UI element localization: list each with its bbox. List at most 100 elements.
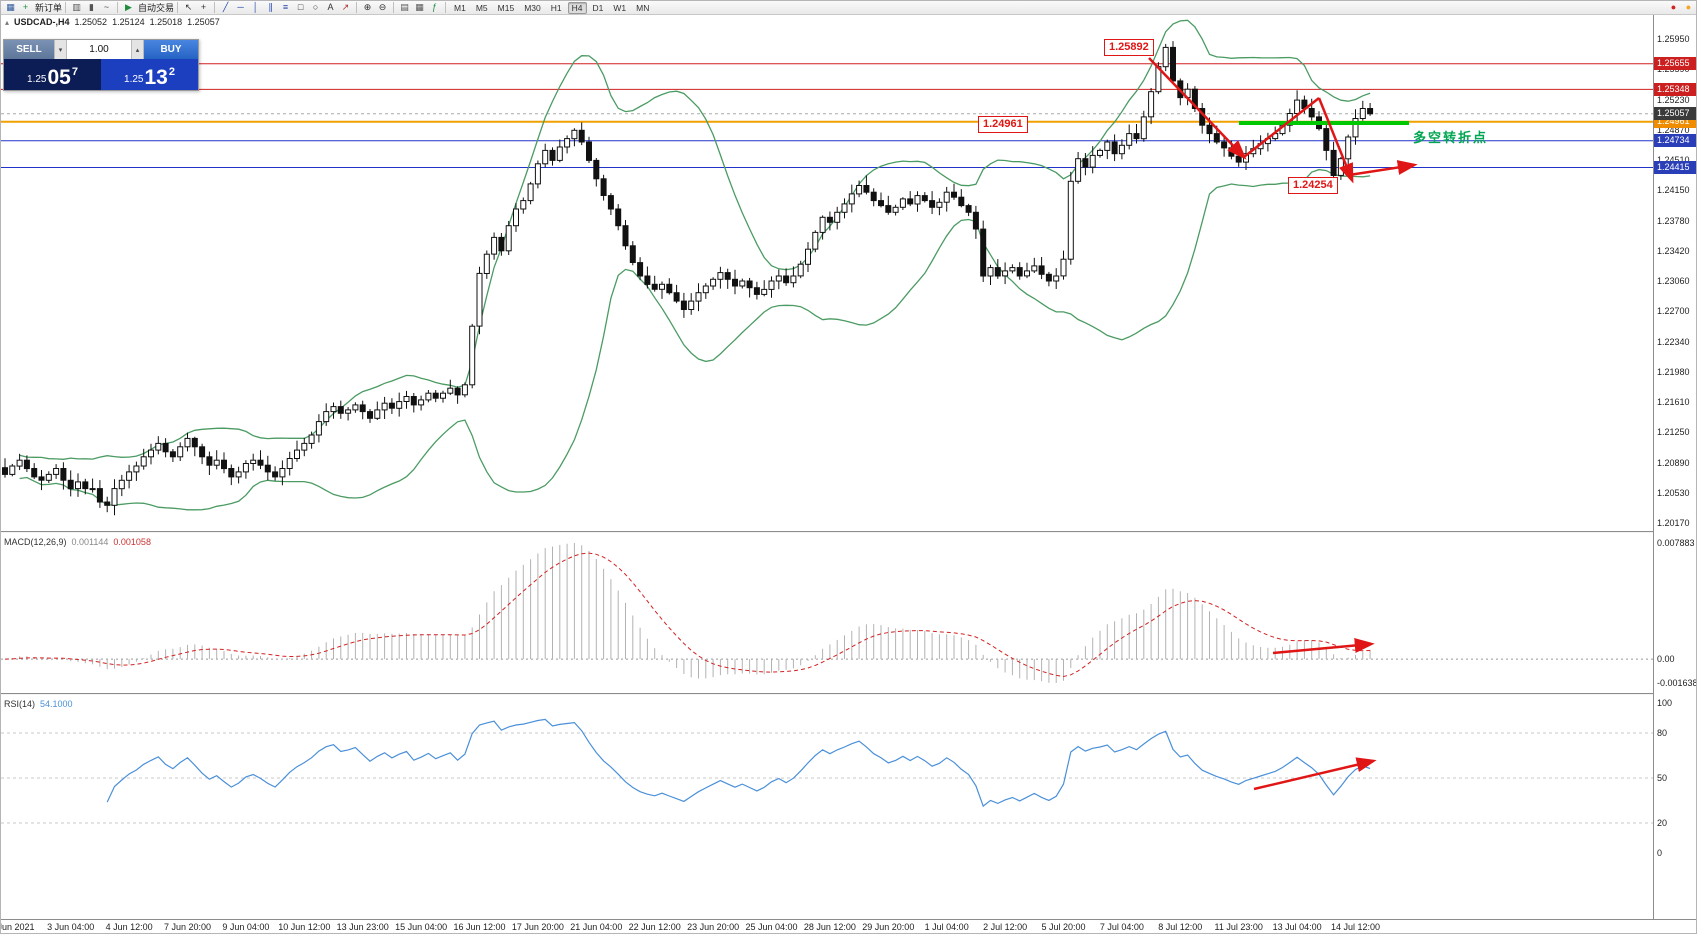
chart-candles-icon: ▮ xyxy=(89,2,94,12)
panel-separator-rsi[interactable] xyxy=(1,693,1696,695)
price-axis-label: 1.23060 xyxy=(1657,276,1690,286)
app-button[interactable]: ▦ xyxy=(3,2,18,14)
zoom-in-button[interactable]: ⊕ xyxy=(360,2,375,14)
timeframe-button-M15[interactable]: M15 xyxy=(497,2,515,13)
fibonacci-button[interactable]: ≡ xyxy=(278,2,293,14)
ohlc-open: 1.25052 xyxy=(74,17,108,27)
crosshair-button[interactable]: + xyxy=(196,2,211,14)
timeframe-button-MN[interactable]: MN xyxy=(636,2,650,13)
bid-price-pips: 05 xyxy=(47,66,71,89)
panel-separator-macd[interactable] xyxy=(1,531,1696,533)
new-chart-icon: ▤ xyxy=(400,2,409,12)
buy-button[interactable]: BUY xyxy=(144,40,198,59)
time-axis-label: 10 Jun 12:00 xyxy=(278,922,331,932)
time-axis-label: 7 Jul 04:00 xyxy=(1099,922,1144,932)
text-tool-button[interactable]: A xyxy=(323,2,338,14)
time-axis-label: 13 Jul 04:00 xyxy=(1272,922,1322,932)
timeframe-button-H1[interactable]: H1 xyxy=(550,2,562,13)
volume-input[interactable] xyxy=(67,40,131,59)
toolbar-separator xyxy=(117,2,119,13)
horizontal-line-icon: ─ xyxy=(237,2,244,12)
new-order-icon: + xyxy=(22,2,29,12)
bid-price-prefix: 1.25 xyxy=(27,74,47,85)
vertical-line-button[interactable]: │ xyxy=(248,2,263,14)
one-click-collapse-icon[interactable]: ▴ xyxy=(5,17,10,27)
macd-main-value: 0.001144 xyxy=(71,537,109,547)
price-axis-label: 1.22340 xyxy=(1657,336,1690,347)
volume-decrement-button[interactable]: ▾ xyxy=(54,40,67,59)
notifications-icon[interactable]: ● xyxy=(1685,2,1692,12)
time-axis-label: 2 Jun 2021 xyxy=(1,922,35,932)
tile-windows-button[interactable]: ▦ xyxy=(412,2,427,14)
timeframe-button-M1[interactable]: M1 xyxy=(454,2,466,13)
record-icon[interactable]: ● xyxy=(1670,2,1677,12)
price-axis[interactable]: 1.259501.255901.252301.248701.245101.241… xyxy=(1653,15,1696,919)
chart-bars-button[interactable]: ▥ xyxy=(69,2,84,14)
toolbar-separator xyxy=(177,2,179,13)
trendline-button[interactable]: ╱ xyxy=(218,2,233,14)
time-axis-label: 8 Jul 12:00 xyxy=(1158,922,1203,932)
autotrading-icon: ▶ xyxy=(125,2,132,12)
crosshair-icon: + xyxy=(200,2,207,12)
timeframe-button-H4[interactable]: H4 xyxy=(567,1,587,14)
timeframe-button-D1[interactable]: D1 xyxy=(592,2,604,13)
ask-price-button[interactable]: 1.25 13 2 xyxy=(101,59,198,90)
vertical-line-icon: │ xyxy=(252,2,259,12)
ohlc-close: 1.25057 xyxy=(187,17,220,27)
price-axis-label: 1.21610 xyxy=(1657,397,1690,407)
price-annotation-low[interactable]: 1.24254 xyxy=(1288,177,1338,194)
time-axis-label: 16 Jun 12:00 xyxy=(453,922,506,932)
arrow-tool-button[interactable]: ↗ xyxy=(338,2,353,14)
price-axis-label: 50 xyxy=(1657,773,1668,783)
shapes-button[interactable]: □ xyxy=(293,2,308,14)
horizontal-line-button[interactable]: ─ xyxy=(233,2,248,14)
price-badge: 1.25348 xyxy=(1654,82,1696,96)
time-axis-label: 21 Jun 04:00 xyxy=(570,922,623,932)
price-annotation-support[interactable]: 1.24961 xyxy=(978,116,1028,133)
macd-panel[interactable] xyxy=(1,533,1653,693)
rsi-panel[interactable] xyxy=(1,695,1653,919)
ohlc-low: 1.25018 xyxy=(149,17,183,27)
bid-price-button[interactable]: 1.25 05 7 xyxy=(4,59,101,90)
zoom-out-button[interactable]: ⊖ xyxy=(375,2,390,14)
toolbar-separator xyxy=(356,2,358,13)
toolbar: ▦ + 新订单 ▥ ▮ ~ ▶ 自动交易 ↖ + ╱ ─ │ ∥ ≡ □ ○ A ↗ ⊕ ⊖ ▤ ▦ ƒ M1 M5 M15 M30… xyxy=(1,1,1696,15)
new-order-label: 新订单 xyxy=(35,3,63,13)
price-annotation-peak[interactable]: 1.25892 xyxy=(1104,39,1154,56)
price-axis-label: 80 xyxy=(1657,728,1668,738)
autotrading-button[interactable]: ▶ 自动交易 xyxy=(121,1,174,14)
new-chart-button[interactable]: ▤ xyxy=(397,2,412,14)
timeframe-button-M30[interactable]: M30 xyxy=(524,2,541,13)
channel-button[interactable]: ∥ xyxy=(263,2,278,14)
cursor-button[interactable]: ↖ xyxy=(181,2,196,14)
turning-point-text[interactable]: 多空转折点 xyxy=(1413,130,1489,145)
price-axis-label: 1.25950 xyxy=(1657,34,1690,44)
arrow-tool-icon: ↗ xyxy=(341,2,350,12)
price-axis-label: 1.21980 xyxy=(1657,366,1690,377)
chart-candles-button[interactable]: ▮ xyxy=(84,2,99,14)
timeframe-toolbar: M1 M5 M15 M30 H1 H4 D1 W1 MN xyxy=(449,1,654,14)
new-order-button[interactable]: + 新订单 xyxy=(18,1,62,14)
main-chart[interactable] xyxy=(1,15,1653,531)
sell-button[interactable]: SELL xyxy=(4,40,54,59)
time-axis-label: 29 Jun 20:00 xyxy=(862,922,915,932)
macd-indicator-label: MACD(12,26,9) 0.001144 0.001058 xyxy=(4,537,151,547)
volume-increment-button[interactable]: ▴ xyxy=(131,40,144,59)
chart-line-button[interactable]: ~ xyxy=(99,2,114,14)
ellipse-button[interactable]: ○ xyxy=(308,2,323,14)
time-axis-label: 2 Jul 12:00 xyxy=(983,922,1028,932)
price-axis-label: 100 xyxy=(1657,698,1673,708)
chart-ohlc-header: ▴ USDCAD-,H4 1.25052 1.25124 1.25018 1.2… xyxy=(5,17,220,27)
time-axis[interactable]: 2 Jun 2021 3 Jun 04:00 4 Jun 12:00 7 Jun 20… xyxy=(1,919,1696,933)
ohlc-high: 1.25124 xyxy=(112,17,145,27)
toolbar-left-group: ▦ + 新订单 ▥ ▮ ~ ▶ 自动交易 ↖ + ╱ ─ │ ∥ ≡ □ ○ A ↗ ⊕ ⊖ ▤ ▦ ƒ xyxy=(3,1,449,14)
price-axis-label: 0 xyxy=(1657,848,1663,858)
rsi-value: 54.1000 xyxy=(40,699,73,709)
chart-bars-icon: ▥ xyxy=(72,2,81,12)
timeframe-button-M5[interactable]: M5 xyxy=(475,2,488,13)
chart-workspace[interactable]: ▴ USDCAD-,H4 1.25052 1.25124 1.25018 1.2… xyxy=(1,15,1696,933)
timeframe-button-W1[interactable]: W1 xyxy=(613,2,627,13)
tile-windows-icon: ▦ xyxy=(415,2,424,12)
indicators-icon: ƒ xyxy=(432,2,438,12)
indicators-button[interactable]: ƒ xyxy=(427,2,442,14)
